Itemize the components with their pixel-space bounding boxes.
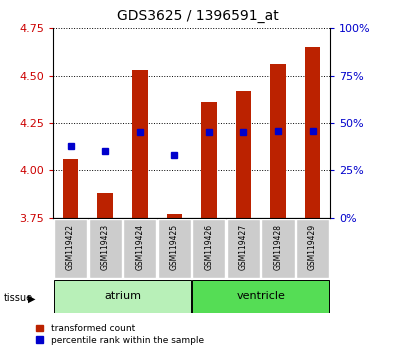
Text: ▶: ▶: [28, 294, 36, 304]
Text: GSM119423: GSM119423: [101, 224, 110, 270]
FancyBboxPatch shape: [54, 219, 87, 278]
FancyBboxPatch shape: [192, 280, 329, 313]
Text: GSM119422: GSM119422: [66, 224, 75, 270]
FancyBboxPatch shape: [296, 219, 329, 278]
Bar: [236, 91, 251, 218]
FancyBboxPatch shape: [192, 219, 226, 278]
Text: GSM119428: GSM119428: [273, 224, 282, 270]
Text: GSM119429: GSM119429: [308, 224, 317, 270]
Text: ventricle: ventricle: [236, 291, 285, 302]
Text: GSM119426: GSM119426: [204, 224, 213, 270]
Bar: [63, 159, 78, 218]
Bar: [132, 70, 147, 218]
Text: atrium: atrium: [104, 291, 141, 302]
Legend: transformed count, percentile rank within the sample: transformed count, percentile rank withi…: [36, 324, 204, 345]
Text: GSM119424: GSM119424: [135, 224, 144, 270]
Text: tissue: tissue: [4, 293, 33, 303]
Bar: [305, 47, 320, 218]
FancyBboxPatch shape: [123, 219, 156, 278]
FancyBboxPatch shape: [54, 280, 191, 313]
FancyBboxPatch shape: [261, 219, 295, 278]
Bar: [167, 214, 182, 218]
Text: GSM119425: GSM119425: [170, 224, 179, 270]
Bar: [201, 102, 216, 218]
Text: GDS3625 / 1396591_at: GDS3625 / 1396591_at: [117, 9, 278, 23]
Bar: [270, 64, 286, 218]
FancyBboxPatch shape: [158, 219, 191, 278]
FancyBboxPatch shape: [227, 219, 260, 278]
Bar: [98, 193, 113, 218]
FancyBboxPatch shape: [88, 219, 122, 278]
Text: GSM119427: GSM119427: [239, 224, 248, 270]
